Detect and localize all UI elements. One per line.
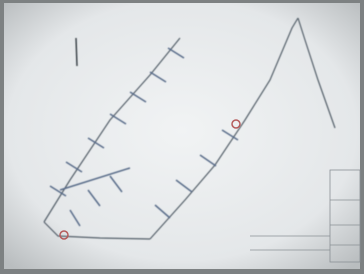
north-arrow [76,38,77,66]
paper-sheet [4,3,360,269]
photo [0,0,364,274]
